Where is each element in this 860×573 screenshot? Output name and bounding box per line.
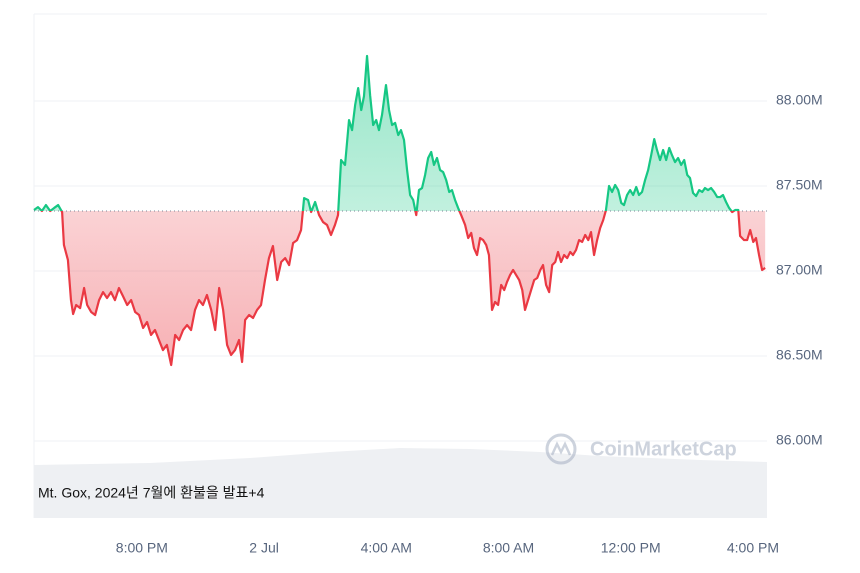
x-tick-label: 2 Jul [249, 540, 279, 556]
y-tick-label: 87.50M [776, 177, 823, 193]
plot [33, 54, 767, 367]
price-line-up [33, 54, 740, 212]
y-tick-label: 88.00M [776, 92, 823, 108]
x-tick-label: 4:00 PM [727, 540, 779, 556]
watermark-logo [550, 441, 572, 456]
y-tick-label: 86.50M [776, 347, 823, 363]
annotation: Mt. Gox, 2024년 7월에 환불을 발표+4 [38, 485, 265, 501]
x-tick-label: 8:00 PM [116, 540, 168, 556]
watermark-logo [545, 433, 577, 465]
x-tick-label: 12:00 PM [601, 540, 661, 556]
y-tick-label: 87.00M [776, 262, 823, 278]
volume-area [34, 448, 767, 518]
price-line-down [40, 211, 766, 367]
area-down [61, 211, 766, 366]
x-tick-label: 4:00 AM [361, 540, 412, 556]
x-tick-label: 8:00 AM [483, 540, 534, 556]
watermark: CoinMarketCap [545, 433, 737, 465]
watermark-text: CoinMarketCap [590, 438, 737, 460]
y-tick-label: 86.00M [776, 432, 823, 448]
